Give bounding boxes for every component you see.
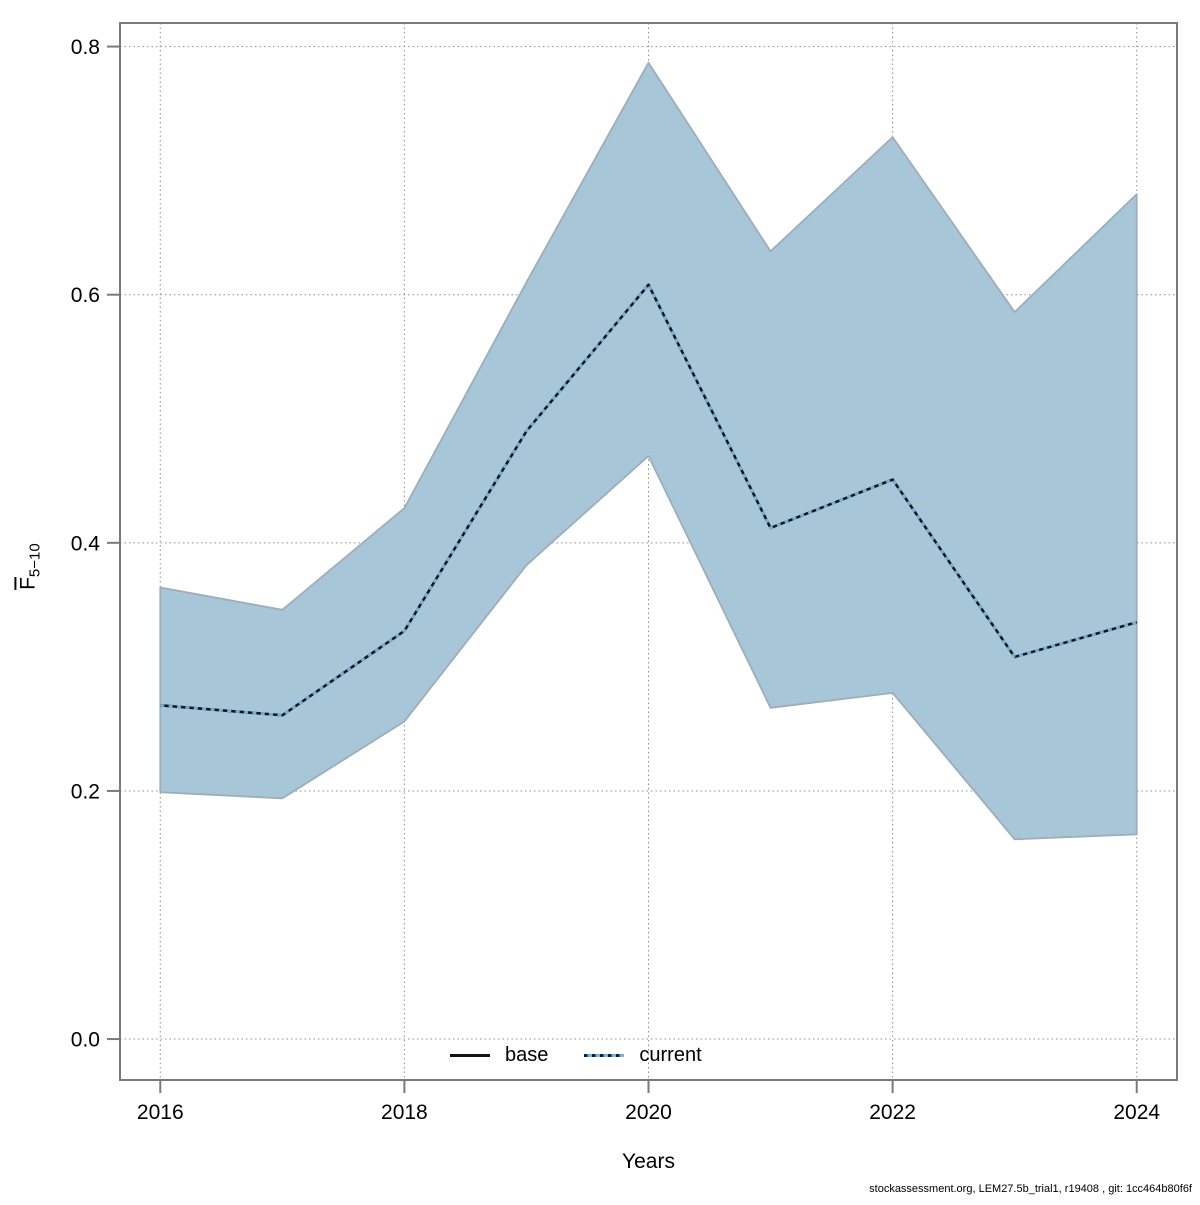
x-tick-label: 2016: [137, 1101, 184, 1124]
x-tick-label: 2024: [1113, 1101, 1160, 1124]
y-axis-label: F5−10: [16, 517, 43, 617]
legend-item-current: current: [584, 1044, 702, 1067]
current-line: [160, 283, 1138, 717]
x-tick-label: 2018: [381, 1101, 428, 1124]
legend-item-base: base: [450, 1044, 548, 1067]
y-tick-label: 0.4: [71, 532, 101, 555]
y-axis-label-subscript: 5−10: [26, 543, 44, 578]
legend-label-base: base: [505, 1044, 549, 1066]
x-tick-label: 2022: [869, 1101, 916, 1124]
y-tick-label: 0.8: [71, 36, 100, 59]
legend: base current: [450, 1044, 702, 1067]
footer-attribution: stockassessment.org, LEM27.5b_trial1, r1…: [869, 1183, 1192, 1195]
y-axis-label-fbar: F: [16, 577, 40, 590]
current-line-swatch: [584, 1054, 625, 1057]
legend-label-current: current: [639, 1044, 702, 1066]
y-tick-label: 0.6: [71, 284, 100, 307]
base-line-swatch: [450, 1054, 490, 1057]
x-tick-label: 2020: [625, 1101, 672, 1124]
confidence-band: [159, 61, 1138, 841]
x-axis-label: Years: [622, 1150, 675, 1173]
y-tick-label: 0.0: [71, 1029, 100, 1052]
y-tick-label: 0.2: [71, 780, 100, 803]
